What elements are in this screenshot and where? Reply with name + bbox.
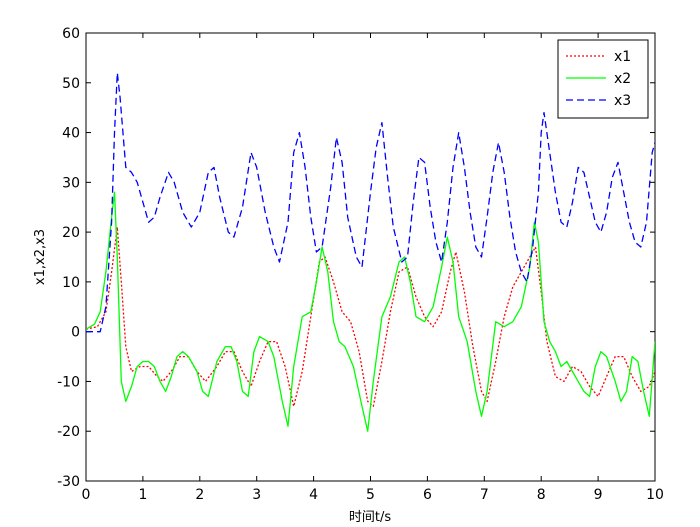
legend-box <box>557 39 649 119</box>
y-tick-label: 40 <box>62 126 80 142</box>
x-tick-label: 5 <box>366 487 375 503</box>
x-tick-label: 6 <box>423 487 432 503</box>
x-axis-label: 时间t/s <box>349 510 391 525</box>
y-tick-label: 60 <box>62 26 80 42</box>
y-tick-label: 10 <box>62 275 80 291</box>
y-tick-label: 20 <box>62 225 80 241</box>
series-group <box>86 72 655 432</box>
y-axis-label: x1,x2,x3 <box>33 229 48 285</box>
legend-label-x2: x2 <box>614 71 631 87</box>
legend: x1 x2 x3 <box>557 39 649 119</box>
y-tick-label: 50 <box>62 76 80 92</box>
y-tick-label: -10 <box>57 374 80 390</box>
x-tick-label: 2 <box>195 487 204 503</box>
x-tick-label: 9 <box>594 487 603 503</box>
y-tick-label: 0 <box>71 325 80 341</box>
x-tick-label: 7 <box>480 487 489 503</box>
y-tick-label: -20 <box>57 424 80 440</box>
x-tick-label: 10 <box>646 487 664 503</box>
x-tick-label: 3 <box>252 487 261 503</box>
x-tick-label: 1 <box>138 487 147 503</box>
legend-label-x3: x3 <box>614 93 631 109</box>
y-tick-label: 30 <box>62 175 80 191</box>
x-tick-label: 0 <box>82 487 91 503</box>
y-tick-label: -30 <box>57 474 80 490</box>
x-tick-label: 4 <box>309 487 318 503</box>
axis-ticks: 0 1 2 3 4 5 6 7 8 9 10 -30 -20 -10 0 10 20 30 40 50 60 <box>57 26 664 503</box>
x-tick-label: 8 <box>537 487 546 503</box>
series-line-x2 <box>86 191 655 432</box>
legend-label-x1: x1 <box>614 49 631 65</box>
